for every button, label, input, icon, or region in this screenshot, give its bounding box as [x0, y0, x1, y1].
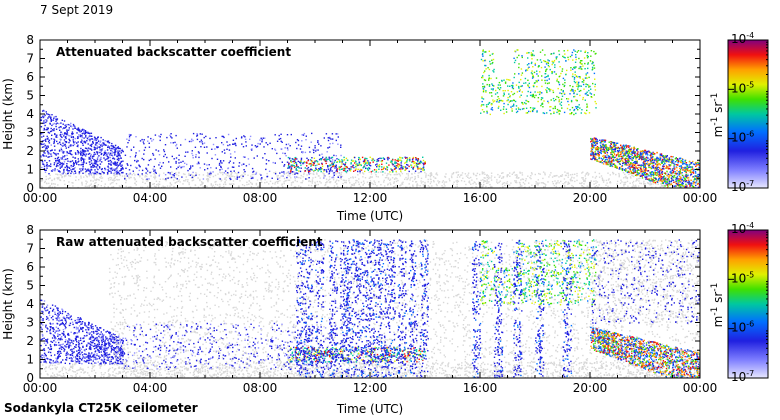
y-tick-label: 3 — [26, 316, 34, 330]
panel-attenuated: Attenuated backscatter coefficient 0 1 2 3 4… — [1, 31, 769, 223]
x-tick-label: 12:00 — [353, 381, 388, 395]
date-label: 7 Sept 2019 — [40, 3, 114, 17]
heatmap-layer-raw — [40, 239, 700, 378]
x-axis-label: Time (UTC) — [336, 402, 403, 416]
x-axis-label: Time (UTC) — [336, 209, 403, 223]
panel-title: Raw attenuated backscatter coefficient — [56, 235, 323, 249]
x-tick-label: 16:00 — [463, 381, 498, 395]
y-axis-label: Height (km) — [1, 78, 15, 149]
colorbar-tick-label: 10-5 — [731, 270, 754, 285]
tick-marks — [39, 39, 701, 189]
y-tick-label: 5 — [26, 279, 34, 293]
colorbar-tick-label: 10-5 — [731, 80, 754, 95]
y-tick-label: 1 — [26, 163, 34, 177]
instrument-label: Sodankyla CT25K ceilometer — [4, 401, 198, 415]
x-tick-label: 00:00 — [23, 381, 58, 395]
y-tick-label: 2 — [26, 144, 34, 158]
y-tick-label: 0 — [26, 371, 34, 385]
colorbar-ticks — [728, 39, 768, 189]
y-tick-label: 7 — [26, 242, 34, 256]
x-tick-label: 08:00 — [243, 381, 278, 395]
x-tick-label: 04:00 — [133, 191, 168, 205]
panel-raw: Raw attenuated backscatter coefficient 0… — [1, 221, 769, 416]
y-tick-label: 5 — [26, 89, 34, 103]
y-tick-label: 8 — [26, 33, 34, 47]
y-tick-label: 4 — [26, 107, 34, 121]
colorbar-tick-label: 10-6 — [731, 130, 754, 145]
colorbar-ticks — [728, 229, 768, 379]
colorbar-tick-label: 10-6 — [731, 320, 754, 335]
colorbar-tick-label: 10-4 — [731, 221, 754, 236]
y-tick-label: 6 — [26, 70, 34, 84]
heatmap-layer-attenuated — [40, 49, 700, 188]
x-tick-label: 12:00 — [353, 191, 388, 205]
x-tick-label: 00:00 — [683, 191, 718, 205]
x-tick-label: 00:00 — [683, 381, 718, 395]
x-tick-label: 00:00 — [23, 191, 58, 205]
colorbar-tick-label: 10-7 — [731, 179, 754, 194]
x-tick-label: 08:00 — [243, 191, 278, 205]
y-tick-label: 0 — [26, 181, 34, 195]
y-tick-label: 8 — [26, 223, 34, 237]
panel-title: Attenuated backscatter coefficient — [56, 45, 291, 59]
colorbar-tick-label: 10-7 — [731, 369, 754, 384]
colorbar-unit: m-1 sr-1 — [710, 93, 725, 138]
colorbar-unit: m-1 sr-1 — [710, 283, 725, 328]
x-tick-label: 20:00 — [573, 381, 608, 395]
x-tick-label: 20:00 — [573, 191, 608, 205]
y-tick-label: 2 — [26, 334, 34, 348]
y-tick-label: 7 — [26, 52, 34, 66]
y-axis-label: Height (km) — [1, 268, 15, 339]
y-tick-label: 1 — [26, 353, 34, 367]
y-tick-label: 3 — [26, 126, 34, 140]
colorbar-tick-label: 10-4 — [731, 31, 754, 46]
x-tick-label: 16:00 — [463, 191, 498, 205]
colorbar — [727, 229, 769, 379]
y-tick-label: 4 — [26, 297, 34, 311]
colorbar — [727, 39, 769, 189]
x-tick-label: 04:00 — [133, 381, 168, 395]
tick-marks — [39, 229, 701, 379]
y-tick-label: 6 — [26, 260, 34, 274]
